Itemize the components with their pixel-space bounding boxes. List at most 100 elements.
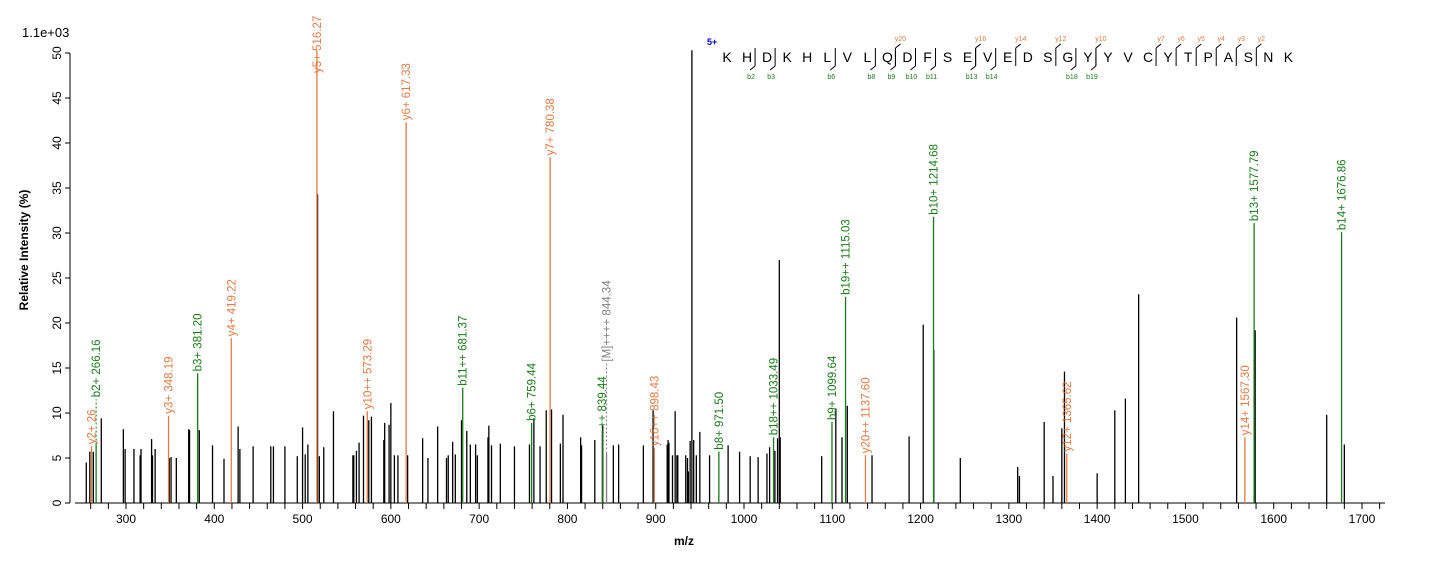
b-ion-label: b3 xyxy=(767,74,775,81)
b-ion-label: b8 xyxy=(867,74,875,81)
residue: K xyxy=(722,49,732,65)
y-cleavage-tick xyxy=(1015,43,1022,49)
peak-label: b14+ 1676.86 xyxy=(1337,159,1349,230)
peak-label: y12+ 1365.62 xyxy=(1062,381,1074,451)
y-ion-label: y16 xyxy=(975,36,986,43)
b-cleavage-tick xyxy=(930,65,936,71)
y-tick-label: 40 xyxy=(50,136,64,150)
residue: G xyxy=(1062,49,1073,65)
b-ion-label: b14 xyxy=(986,74,998,81)
y-tick-label: 50 xyxy=(50,46,64,60)
peaks xyxy=(85,50,1345,503)
x-tick-label: 1400 xyxy=(1084,512,1111,526)
y-cleavage-tick xyxy=(1175,43,1182,49)
y-tick-label: 15 xyxy=(50,361,64,375)
peak-label: b6+ 759.44 xyxy=(527,362,539,420)
x-tick-label: 1300 xyxy=(996,512,1023,526)
intensity-scale-label: 1.1e+03 xyxy=(22,25,69,40)
peak-label: y7+ 780.38 xyxy=(545,98,557,155)
peak-label: y16++ 898.43 xyxy=(649,376,661,446)
x-tick-label: 1500 xyxy=(1172,512,1199,526)
y-ion-label: y3 xyxy=(1238,36,1246,43)
y-axis-label: Relative Intensity (%) xyxy=(17,190,31,311)
residue: K xyxy=(1284,49,1294,65)
peak-label: b8+ 971.50 xyxy=(714,392,726,450)
x-tick-label: 1200 xyxy=(907,512,934,526)
y-ion-label: y12 xyxy=(1055,36,1066,43)
x-tick-label: 400 xyxy=(204,512,224,526)
b-cleavage-tick xyxy=(769,65,776,71)
residue: V xyxy=(1123,49,1133,65)
b-ion-label: b19 xyxy=(1086,74,1098,81)
y-cleavage-tick xyxy=(1215,43,1222,49)
peak-label: y14+ 1567.30 xyxy=(1240,365,1252,435)
residue: C xyxy=(1143,49,1153,65)
residue: E xyxy=(963,49,972,65)
residue: D xyxy=(762,49,772,65)
residue: T xyxy=(1184,49,1193,65)
y-ion-label: y14 xyxy=(1015,36,1026,43)
residue: N xyxy=(1263,49,1273,65)
residue: V xyxy=(983,49,993,65)
residue: D xyxy=(1023,49,1033,65)
y-tick-label: 30 xyxy=(50,226,64,240)
residue: Q xyxy=(882,49,893,65)
y-tick-label: 25 xyxy=(50,271,64,285)
b-cleavage-tick xyxy=(829,65,836,71)
b-ion-label: b13 xyxy=(966,74,978,81)
y-ion-label: y6 xyxy=(1177,36,1185,43)
residue: S xyxy=(1043,49,1052,65)
peak-label: b11++ 681.37 xyxy=(458,316,470,386)
peak-label: y3+ 348.19 xyxy=(164,356,176,413)
residue: H xyxy=(802,49,812,65)
peak-label: y20++ 1137.60 xyxy=(860,377,872,453)
peak-labels: y2+ 26 b2+ 266.16 y3+ 348.19 b3+ 381.20 y4+ … xyxy=(87,16,1349,454)
peak-label: [M]++++ 844.34 xyxy=(602,280,614,362)
peak-label: y2+ 26 xyxy=(87,409,99,444)
y-cleavage-tick xyxy=(1095,43,1102,49)
b-ion-label: b6 xyxy=(827,74,835,81)
b-ion-label: b18 xyxy=(1066,74,1078,81)
y-ion-label: y10 xyxy=(1095,36,1106,43)
peak-label: b13+ 1577.79 xyxy=(1249,150,1261,221)
residue: A xyxy=(1224,49,1234,65)
b-cleavage-tick xyxy=(910,65,916,71)
y-cleavage-tick xyxy=(1055,43,1062,49)
y-cleavage-tick xyxy=(895,43,901,49)
b-ion-label: b10 xyxy=(906,74,918,81)
x-axis-label: m/z xyxy=(674,534,694,548)
x-tick-label: 800 xyxy=(557,512,577,526)
residue: P xyxy=(1204,49,1213,65)
peak-label: ++ 839.44 xyxy=(597,376,609,428)
residue: L xyxy=(863,49,871,65)
peak-label: y5+ 516.27 xyxy=(312,16,324,73)
y-tick-label: 20 xyxy=(50,316,64,330)
b-ion-label: b11 xyxy=(926,74,937,81)
y-cleavage-tick xyxy=(1256,43,1262,49)
peptide-sequence: 5+ K H D K H L V L Q D F S E V E D S G Y Y V C Y T P A S N Kb2 b3 b6 b8… xyxy=(707,36,1294,81)
b-cleavage-tick xyxy=(1090,65,1097,71)
b-cleavage-tick xyxy=(749,65,756,71)
residue: Y xyxy=(1163,49,1173,65)
b-cleavage-tick xyxy=(890,65,896,71)
y-tick-label: 0 xyxy=(50,499,64,506)
y-cleavage-tick xyxy=(1195,43,1202,49)
x-tick-label: 600 xyxy=(381,512,401,526)
y-tick-label: 45 xyxy=(50,91,64,105)
peak-label: b2+ 266.16 xyxy=(91,339,103,397)
residue: Y xyxy=(1103,49,1113,65)
residue: S xyxy=(1244,49,1253,65)
peak-label: b19++ 1115.03 xyxy=(841,219,853,295)
charge-state: 5+ xyxy=(707,37,717,47)
y-tick-label: 35 xyxy=(50,181,64,195)
y-cleavage-tick xyxy=(1235,43,1242,49)
peak-label: b18++ 1033.49 xyxy=(769,358,781,435)
residue: H xyxy=(742,49,752,65)
b-cleavage-tick xyxy=(870,65,876,71)
y-cleavage-tick xyxy=(975,43,981,49)
y-tick-label: 10 xyxy=(50,406,64,420)
b-ion-label: b9 xyxy=(888,74,896,81)
x-tick-label: 1600 xyxy=(1260,512,1287,526)
y-ion-label: y20 xyxy=(895,36,906,43)
